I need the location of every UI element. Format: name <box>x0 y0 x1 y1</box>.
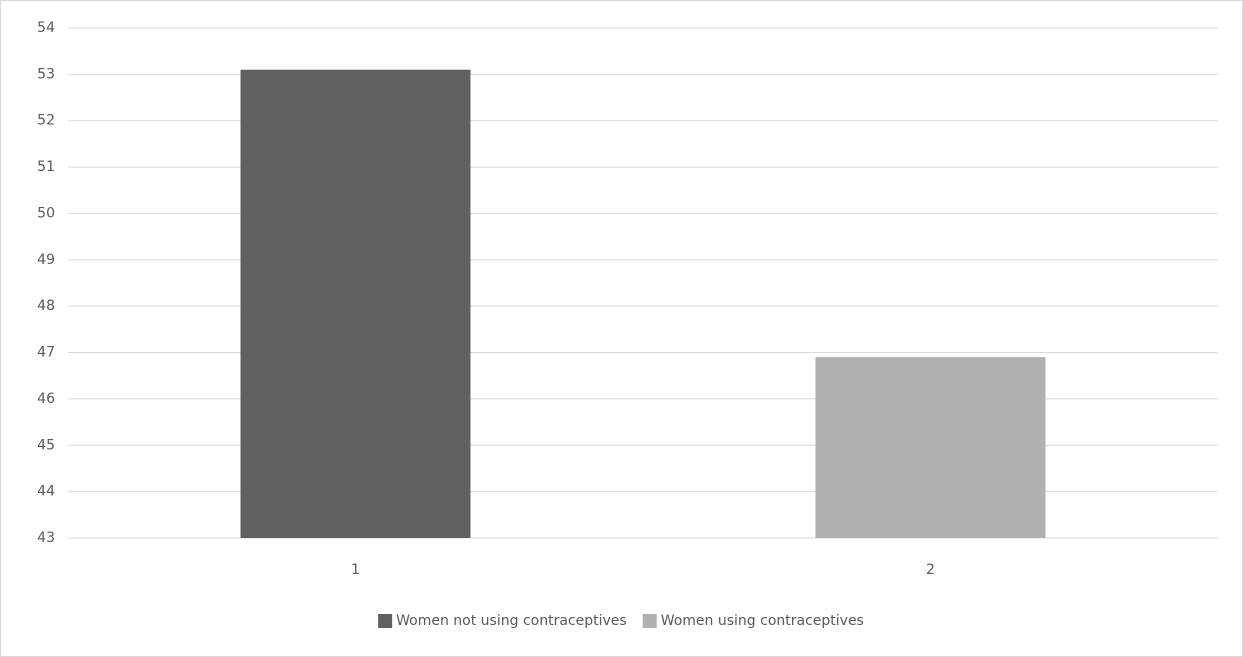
legend-label: Women using contraceptives <box>661 613 864 629</box>
bar <box>240 69 471 539</box>
legend-swatch <box>378 614 393 628</box>
x-tick-label: 2 <box>926 562 935 578</box>
y-tick-label: 52 <box>37 113 55 129</box>
y-tick-label: 54 <box>37 20 55 36</box>
legend-swatch <box>642 614 657 628</box>
y-tick-label: 46 <box>37 391 55 407</box>
y-tick-label: 50 <box>37 205 55 221</box>
y-tick-label: 48 <box>37 298 55 314</box>
legend-label: Women not using contraceptives <box>396 613 627 629</box>
y-tick-label: 49 <box>37 252 55 268</box>
y-tick-label: 51 <box>37 159 55 175</box>
y-tick-label: 53 <box>37 66 55 82</box>
y-tick-label: 44 <box>37 484 55 500</box>
y-tick-label: 45 <box>37 437 55 453</box>
x-tick-label: 1 <box>351 562 360 578</box>
y-tick-label: 43 <box>37 530 55 546</box>
y-tick-label: 47 <box>37 345 55 361</box>
bar <box>815 357 1046 538</box>
